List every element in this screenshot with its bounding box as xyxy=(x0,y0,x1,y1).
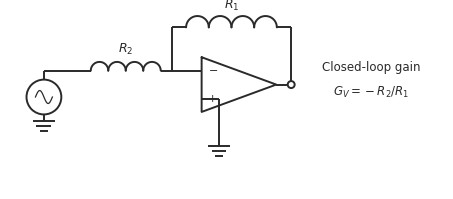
Text: Closed-loop gain: Closed-loop gain xyxy=(322,61,420,74)
Text: $R_2$: $R_2$ xyxy=(118,42,133,57)
Text: $+$: $+$ xyxy=(207,93,217,104)
Text: $G_V = -R_2/R_1$: $G_V = -R_2/R_1$ xyxy=(333,85,409,100)
Text: $R_1$: $R_1$ xyxy=(224,0,239,13)
Text: $-$: $-$ xyxy=(207,64,217,74)
